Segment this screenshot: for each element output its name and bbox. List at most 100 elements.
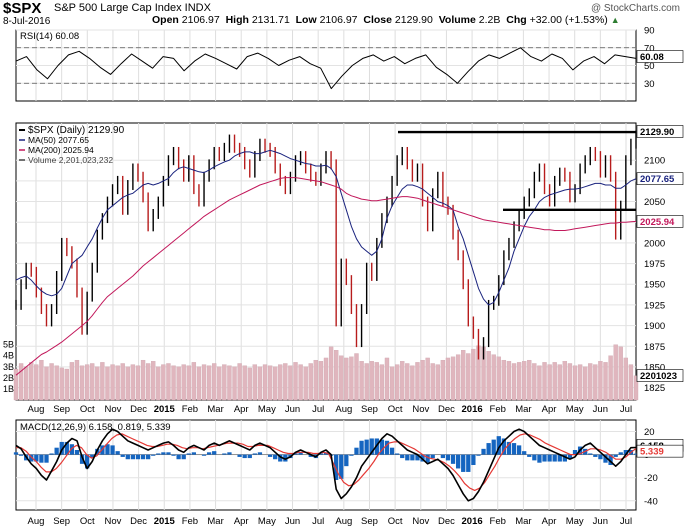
macd-histogram-bar [161, 452, 166, 455]
low-value: 2106.97 [319, 14, 358, 26]
macd-histogram-bar [547, 454, 552, 462]
macd-histogram-bar [29, 454, 34, 462]
macd-x-tick-label: Oct [80, 516, 95, 527]
y-tick-label: 1975 [644, 259, 665, 270]
price-x-tick-label: Dec [130, 404, 147, 415]
volume-bar [552, 362, 557, 401]
macd-histogram-bar [293, 453, 298, 455]
macd-histogram-bar [511, 443, 517, 455]
volume-bar [425, 357, 430, 401]
price-panel: 1825185018751900192519501975200020252050… [3, 122, 684, 415]
macd-histogram-bar [298, 452, 303, 455]
macd-histogram-bar [461, 454, 466, 472]
volume-label: Volume [438, 14, 476, 26]
macd-histogram-bar [308, 454, 313, 457]
macd-histogram-bar [344, 454, 349, 467]
volume-bar [110, 364, 115, 401]
price-x-tick-label: 2015 [154, 404, 176, 415]
y-tick-label: 1850 [644, 362, 665, 373]
close-tag-box [636, 125, 684, 138]
volume-bar [364, 363, 369, 401]
volume-bar [283, 363, 288, 401]
volume-bar [69, 362, 75, 401]
price-x-tick-label: Mar [515, 404, 531, 415]
rsi-line [15, 47, 637, 90]
macd-histogram-bar [44, 454, 49, 463]
symbol-title: $SPX [3, 0, 42, 17]
volume-bar [176, 366, 181, 401]
macd-histogram-bar [537, 454, 542, 463]
volume-bar [140, 359, 146, 401]
macd-panel: -40-20020MACD(12,26,9) 6.158, 0.819, 5.3… [13, 419, 684, 527]
volume-bar [54, 365, 59, 401]
macd-histogram-bar [496, 436, 501, 455]
volume-bar [333, 350, 339, 401]
macd-histogram-bar [105, 444, 110, 455]
volume-bar [623, 357, 629, 401]
macd-histogram-bar [364, 439, 369, 455]
volume-bar [74, 359, 80, 401]
price-x-tick-label: Jun [593, 404, 608, 415]
volume-bar [344, 357, 349, 401]
price-x-tick-label: Sep [361, 404, 378, 415]
volume-bar [374, 362, 379, 401]
y-tick-label: 1825 [644, 383, 665, 394]
volume-bar [100, 362, 105, 401]
macd-x-tick-label: May [566, 516, 584, 527]
macd-histogram-bar [59, 441, 64, 455]
macd-histogram-bar [64, 441, 69, 455]
macd-x-tick-label: Dec [438, 516, 455, 527]
macd-histogram-bar [395, 453, 400, 455]
ma50-tag-box [636, 172, 684, 185]
volume-bar [445, 357, 451, 401]
volume-bar [349, 356, 354, 401]
macd-histogram-bar [557, 454, 562, 462]
price-x-tick-label: Mar [207, 404, 223, 415]
volume-tick-label: 2B [3, 373, 14, 383]
macd-histogram-bar [450, 454, 456, 464]
macd-histogram-bar [227, 452, 232, 455]
macd-histogram-bar [273, 454, 278, 460]
volume-bar [161, 364, 166, 401]
price-x-tick-label: Apr [234, 404, 249, 415]
volume-bar [237, 363, 242, 401]
macd-x-tick-label: Aug [335, 516, 352, 527]
macd-histogram-bar [613, 454, 618, 457]
y-tick-label: 2100 [644, 156, 665, 167]
macd-histogram-bar [369, 438, 374, 455]
volume-bar [90, 363, 95, 401]
macd-histogram-bar [410, 454, 415, 461]
volume-bar [527, 359, 532, 401]
macd-histogram-bar [466, 454, 471, 472]
volume-bar [466, 353, 471, 401]
macd-histogram-bar [90, 454, 95, 459]
volume-bar [450, 356, 456, 401]
volume-bar [547, 364, 552, 401]
volume-bar [64, 368, 69, 401]
price-x-tick-label: May [258, 404, 276, 415]
y-tick-label: 50 [644, 61, 655, 72]
volume-bar [130, 364, 136, 401]
volume-bar [151, 361, 156, 401]
y-tick-label: 70 [644, 43, 655, 54]
macd-histogram-bar [151, 454, 156, 456]
volume-bar [537, 365, 542, 401]
volume-bar [405, 363, 410, 401]
macd-histogram-bar [74, 450, 80, 455]
volume-bar [603, 362, 608, 401]
ma200-tag-box [636, 215, 684, 228]
volume-bar [18, 363, 24, 401]
price-x-tick-label: Oct [80, 404, 95, 415]
macd-histogram-bar [562, 454, 567, 462]
macd-histogram-bar [267, 454, 273, 457]
rsi-current-label: 60.08 [640, 52, 664, 63]
volume-bar [455, 354, 461, 401]
price-x-tick-label: Sep [53, 404, 70, 415]
y-tick-label: 2050 [644, 197, 665, 208]
macd-histogram-bar [420, 454, 425, 462]
macd-histogram-bar [135, 454, 141, 460]
volume-bar [196, 366, 202, 401]
volume-bar [308, 363, 313, 401]
close-tag: 2129.90 [640, 127, 674, 138]
macd-histogram-bar [39, 454, 44, 463]
